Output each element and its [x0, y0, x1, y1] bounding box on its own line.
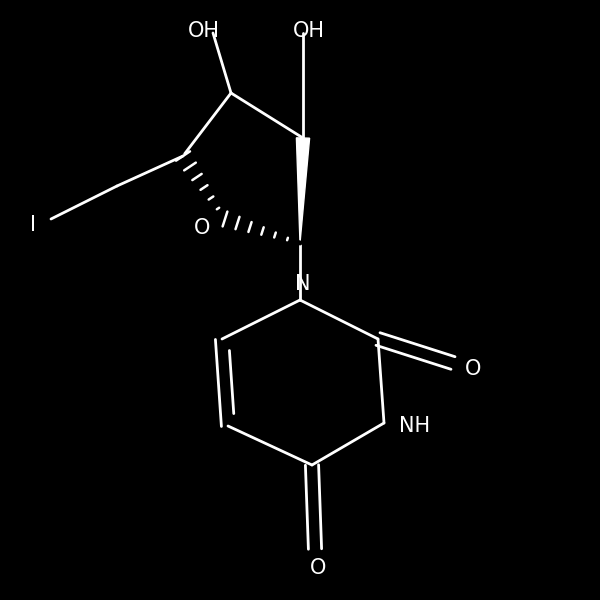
Text: O: O: [465, 359, 481, 379]
Text: OH: OH: [293, 21, 325, 41]
Text: NH: NH: [399, 416, 430, 436]
Text: N: N: [295, 274, 311, 294]
Text: O: O: [194, 218, 210, 238]
Text: OH: OH: [188, 21, 220, 41]
Text: I: I: [30, 215, 36, 235]
Polygon shape: [296, 138, 310, 243]
Text: O: O: [310, 558, 326, 578]
